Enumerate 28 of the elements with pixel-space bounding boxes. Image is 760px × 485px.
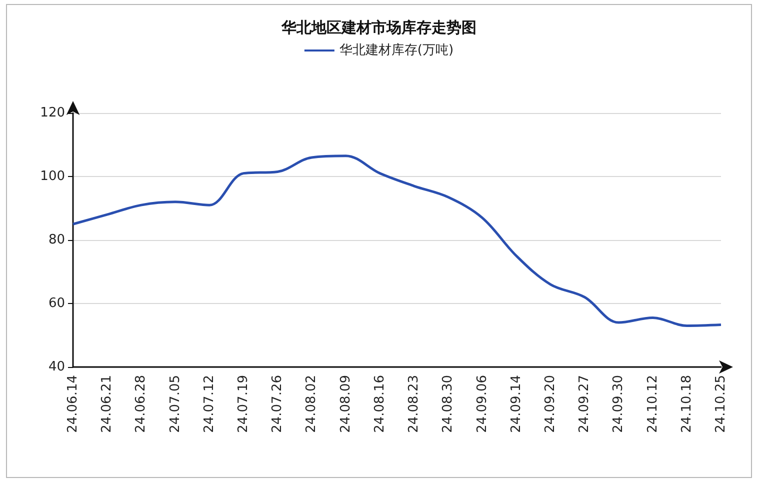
x-tick-label: 24.08.23 [406,375,422,433]
x-tick-label: 24.09.27 [577,375,592,433]
x-tick-label: 24.09.14 [508,375,524,433]
x-tick-label: 24.10.12 [645,375,660,433]
legend-label: 华北建材库存(万吨) [339,43,454,58]
y-tick-label: 40 [48,360,65,374]
x-tick-label: 24.07.12 [202,375,217,433]
x-tick-label: 24.08.30 [440,375,456,433]
x-tick-label: 24.07.05 [168,375,183,433]
x-tick-label: 24.10.25 [714,375,728,433]
x-tick-label: 24.06.28 [134,375,149,433]
x-tick-label: 24.07.19 [236,375,252,433]
x-tick-label: 24.08.09 [338,375,354,433]
y-tick-label: 120 [40,106,65,120]
x-tick-label: 24.07.26 [270,375,286,433]
x-tick-label: 24.10.18 [679,375,694,433]
x-tick-label: 24.06.21 [100,375,115,433]
line-series [72,154,722,327]
y-tick-label: 80 [48,232,65,248]
x-tick-label: 24.06.14 [66,375,80,433]
x-tick-label: 24.09.20 [542,375,558,433]
x-tick-label: 24.09.06 [474,375,490,433]
chart-title: 华北地区建材市场库存走势图 [280,18,476,36]
x-tick-label: 24.09.30 [611,375,626,433]
x-tick-label: 24.08.16 [372,375,388,433]
y-tick-label: 100 [40,169,65,184]
y-tick-label: 60 [48,296,65,311]
x-tick-label: 24.08.02 [304,375,320,433]
